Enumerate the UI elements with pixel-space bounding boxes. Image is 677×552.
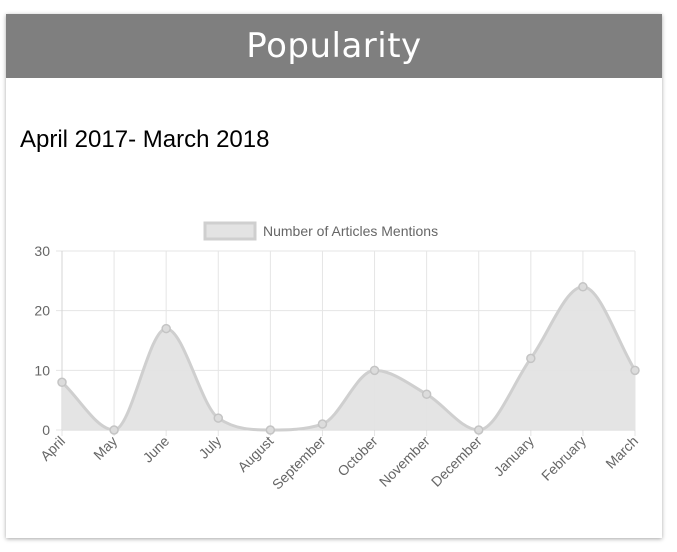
- data-point: [161, 323, 171, 334]
- data-point: [57, 377, 67, 388]
- y-tick-label: 0: [42, 422, 50, 438]
- x-tick-label: September: [269, 433, 329, 493]
- legend-swatch: [203, 221, 257, 241]
- data-point: [473, 425, 484, 435]
- data-point: [265, 425, 276, 435]
- data-point: [578, 282, 588, 292]
- y-tick-label: 20: [34, 303, 50, 319]
- series-line: [60, 285, 637, 432]
- data-point: [317, 419, 328, 429]
- data-point: [526, 353, 536, 364]
- x-tick-label: June: [140, 433, 173, 466]
- y-tick-label: 30: [34, 243, 50, 259]
- data-point: [213, 413, 224, 423]
- x-tick-label: March: [602, 433, 641, 472]
- period-label: April 2017- March 2018: [20, 126, 270, 153]
- card-title: Popularity: [246, 26, 422, 66]
- data-point: [369, 365, 380, 376]
- x-tick-label: December: [428, 433, 485, 490]
- legend-label: Number of Articles Mentions: [263, 223, 438, 239]
- x-tick-label: May: [90, 433, 120, 463]
- popularity-card: Popularity: [6, 14, 662, 538]
- data-point: [109, 425, 119, 435]
- x-tick-label: November: [376, 433, 433, 490]
- data-point: [630, 365, 640, 376]
- x-tick-label: January: [490, 433, 537, 480]
- data-point: [421, 389, 432, 399]
- card-header: Popularity: [6, 14, 662, 78]
- x-tick-label: July: [195, 433, 224, 462]
- x-tick-label: October: [334, 433, 381, 480]
- y-tick-label: 10: [34, 362, 50, 378]
- series-area: [62, 286, 635, 430]
- x-tick-label: August: [234, 433, 276, 475]
- x-tick-label: February: [538, 433, 589, 484]
